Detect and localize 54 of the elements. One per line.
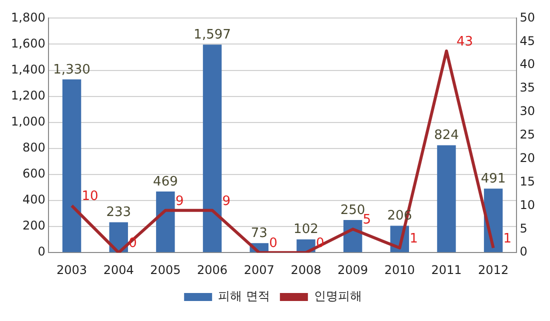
x-tick-label: 2011 — [431, 262, 462, 277]
bar — [202, 44, 222, 252]
legend-label: 피해 면적 — [218, 289, 270, 304]
legend-label: 인명피해 — [314, 289, 362, 304]
y-tick-label: 600 — [22, 166, 46, 181]
data-label: 1,330 — [53, 62, 90, 78]
y2-tick-label: 40 — [520, 57, 536, 72]
data-label: 824 — [434, 128, 459, 144]
y2-tick-label: 30 — [520, 104, 536, 118]
x-tick-label: 2012 — [478, 262, 509, 277]
bar — [62, 79, 82, 252]
data-label: 469 — [153, 174, 178, 190]
y2-tick-label: 25 — [520, 128, 536, 142]
data-label: 102 — [294, 222, 318, 238]
data-label: 233 — [106, 205, 132, 220]
y2-tick-label: 20 — [520, 150, 536, 165]
data-label: 43 — [456, 34, 474, 50]
data-label: 73 — [250, 226, 268, 241]
data-label: 250 — [340, 202, 366, 218]
y2-tick-label: 10 — [520, 198, 536, 212]
x-tick-label: 2003 — [56, 262, 88, 277]
y-tick-label: 1,800 — [10, 10, 46, 24]
x-tick-label: 2010 — [384, 262, 415, 277]
data-label: 9 — [222, 194, 231, 209]
data-label: 1 — [503, 231, 512, 246]
y-tick-label: 1,600 — [10, 36, 46, 50]
y2-tick-label: 35 — [520, 80, 536, 95]
y-tick-label: 1,000 — [10, 114, 46, 129]
data-label: 0 — [269, 236, 278, 251]
x-tick-label: 2004 — [103, 262, 134, 277]
y2-tick-label: 5 — [520, 221, 528, 236]
x-tick-label: 2006 — [197, 262, 228, 277]
y-tick-label: 1,200 — [10, 88, 46, 102]
y-tick-label: 400 — [22, 192, 46, 207]
y-tick-label: 0 — [38, 244, 46, 259]
data-label: 10 — [82, 189, 98, 204]
data-label: 1 — [410, 231, 418, 246]
data-label: 9 — [175, 194, 184, 209]
y-tick-label: 1,400 — [10, 62, 46, 76]
y2-tick-label: 45 — [520, 34, 536, 48]
bar — [437, 145, 456, 252]
y-tick-label: 200 — [22, 218, 46, 233]
y-tick-label: 800 — [22, 140, 46, 155]
y2-tick-label: 50 — [520, 10, 536, 24]
y2-tick-label: 0 — [520, 244, 528, 259]
x-tick-label: 2005 — [150, 262, 181, 277]
bar — [156, 192, 175, 252]
data-label: 5 — [362, 212, 372, 228]
x-tick-label: 2009 — [338, 262, 368, 277]
x-tick-label: 2007 — [244, 262, 274, 277]
x-tick-label: 2008 — [290, 262, 322, 277]
data-label: 1,597 — [194, 28, 231, 43]
data-label: 491 — [480, 172, 506, 187]
y2-tick-label: 15 — [520, 174, 536, 188]
